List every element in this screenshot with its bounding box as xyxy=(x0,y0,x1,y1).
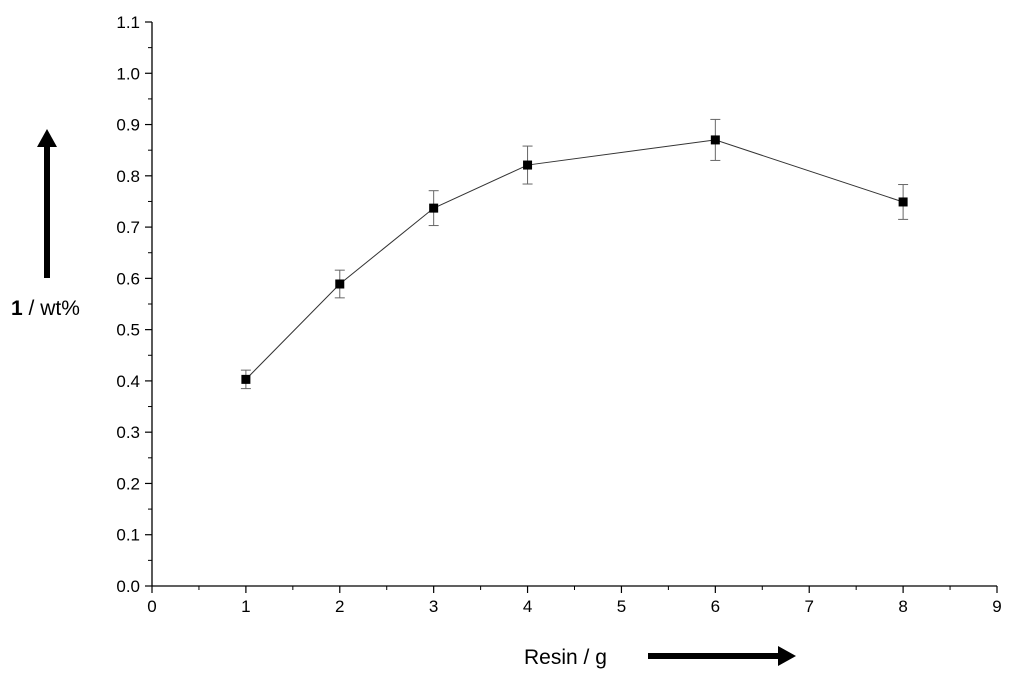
x-tick-label: 3 xyxy=(429,597,438,616)
data-point xyxy=(523,160,533,170)
error-bars xyxy=(240,118,909,390)
y-axis-arrow xyxy=(37,129,57,278)
y-tick-label: 0.3 xyxy=(116,423,140,442)
data-point xyxy=(429,203,439,213)
y-tick-label: 0.2 xyxy=(116,474,140,493)
data-point xyxy=(710,135,720,145)
y-tick-label: 0.9 xyxy=(116,116,140,135)
y-tick-label: 0.7 xyxy=(116,218,140,237)
y-axis-title: 1 / wt% xyxy=(11,297,80,320)
y-tick-label: 0.4 xyxy=(116,372,140,391)
data-point xyxy=(241,374,251,384)
x-axis-title: Resin / g xyxy=(524,646,607,669)
data-markers xyxy=(241,135,908,384)
y-tick-label: 0.6 xyxy=(116,269,140,288)
y-tick-label: 1.0 xyxy=(116,64,140,83)
data-series xyxy=(240,118,909,390)
x-tick-label: 1 xyxy=(241,597,250,616)
x-tick-label: 7 xyxy=(804,597,813,616)
y-tick-label: 0.8 xyxy=(116,167,140,186)
x-axis-arrow xyxy=(648,646,796,666)
x-tick-label: 4 xyxy=(523,597,532,616)
x-tick-label: 0 xyxy=(147,597,156,616)
x-tick-label: 5 xyxy=(617,597,626,616)
y-tick-label: 1.1 xyxy=(116,13,140,32)
series-line xyxy=(245,139,904,380)
x-tick-label: 9 xyxy=(992,597,1001,616)
y-axis-ticks: 0.0 0.1 0.2 0.3 0.4 0.5 0.6 0.7 0.8 0.9 1.0 1.1 xyxy=(116,13,152,596)
y-tick-label: 0.5 xyxy=(116,321,140,340)
data-point xyxy=(898,197,908,207)
y-axis-title-bold: 1 xyxy=(11,297,23,320)
y-tick-label: 0.1 xyxy=(116,526,140,545)
y-axis-title-rest: / wt% xyxy=(23,297,80,320)
x-tick-label: 6 xyxy=(711,597,720,616)
data-point xyxy=(335,279,345,289)
x-tick-label: 2 xyxy=(335,597,344,616)
y-tick-label: 0.0 xyxy=(116,577,140,596)
x-axis-ticks: 0 1 2 3 4 5 6 7 8 9 xyxy=(147,586,1002,616)
x-tick-label: 8 xyxy=(898,597,907,616)
